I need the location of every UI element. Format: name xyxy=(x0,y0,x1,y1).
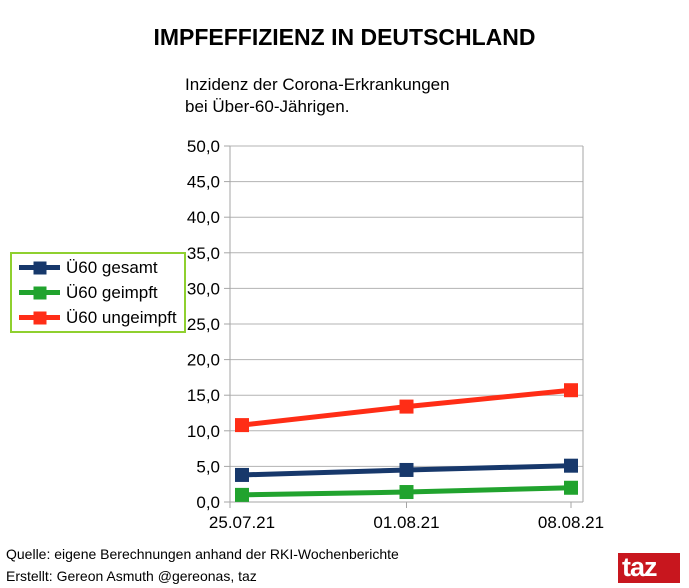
y-tick-label: 5,0 xyxy=(196,457,220,476)
data-point-marker xyxy=(564,458,578,473)
x-axis-labels: 25.07.21 01.08.21 08.08.21 xyxy=(209,513,604,532)
series-1 xyxy=(235,480,578,502)
source-note: Quelle: eigene Berechnungen anhand der R… xyxy=(6,546,399,562)
x-tick-label: 01.08.21 xyxy=(373,513,439,532)
y-axis-labels: 0,0 5,0 10,0 15,0 20,0 25,0 30,0 35,0 40,0 45,0 50… xyxy=(187,137,220,512)
y-tick-label: 0,0 xyxy=(196,493,220,512)
legend-square-icon xyxy=(33,286,46,299)
legend-line-marker-ungeimpft xyxy=(19,311,60,324)
chart-legend: Ü60 gesamt Ü60 geimpft Ü60 ungeimpft xyxy=(10,252,186,333)
legend-label-geimpft: Ü60 geimpft xyxy=(66,282,158,302)
y-tick-label: 20,0 xyxy=(187,351,220,370)
data-point-marker xyxy=(399,462,414,477)
legend-label-ungeimpft: Ü60 ungeimpft xyxy=(66,307,177,327)
legend-square-icon xyxy=(33,261,46,274)
data-point-marker xyxy=(235,467,249,482)
legend-item-gesamt: Ü60 gesamt xyxy=(19,255,184,280)
data-point-marker xyxy=(399,399,414,414)
axes xyxy=(229,146,584,508)
credit-note: Erstellt: Gereon Asmuth @gereonas, taz xyxy=(6,568,257,584)
y-tick-label: 30,0 xyxy=(187,279,220,298)
data-point-marker xyxy=(564,480,578,495)
page-title: IMPFEFFIZIENZ IN DEUTSCHLAND xyxy=(153,24,536,50)
series-2 xyxy=(235,383,578,433)
series-0 xyxy=(235,458,578,482)
legend-item-ungeimpft: Ü60 ungeimpft xyxy=(19,305,184,330)
legend-item-geimpft: Ü60 geimpft xyxy=(19,280,184,305)
y-tick-label: 35,0 xyxy=(187,244,220,263)
y-tick-label: 10,0 xyxy=(187,422,220,441)
y-tick-label: 40,0 xyxy=(187,208,220,227)
taz-logo: taz xyxy=(618,553,680,583)
y-tick-label: 25,0 xyxy=(187,315,220,334)
data-point-marker xyxy=(399,485,414,500)
chart-subtitle-line1: Inzidenz der Corona-Erkrankungen xyxy=(185,75,450,94)
legend-label-gesamt: Ü60 gesamt xyxy=(66,257,158,277)
gridlines xyxy=(224,145,583,503)
legend-square-icon xyxy=(33,311,46,324)
chart-subtitle-line2: bei Über-60-Jährigen. xyxy=(185,97,350,116)
x-tick-label: 25.07.21 xyxy=(209,513,275,532)
data-point-marker xyxy=(235,418,249,433)
chart-subtitle: Inzidenz der Corona-Erkrankungen bei Übe… xyxy=(185,74,450,118)
legend-line-marker-geimpft xyxy=(19,286,60,299)
x-tick-label: 08.08.21 xyxy=(538,513,604,532)
y-tick-label: 45,0 xyxy=(187,173,220,192)
y-tick-label: 15,0 xyxy=(187,386,220,405)
legend-line-marker-gesamt xyxy=(19,261,60,274)
y-tick-label: 50,0 xyxy=(187,137,220,156)
data-point-marker xyxy=(235,487,249,502)
data-point-marker xyxy=(564,383,578,398)
